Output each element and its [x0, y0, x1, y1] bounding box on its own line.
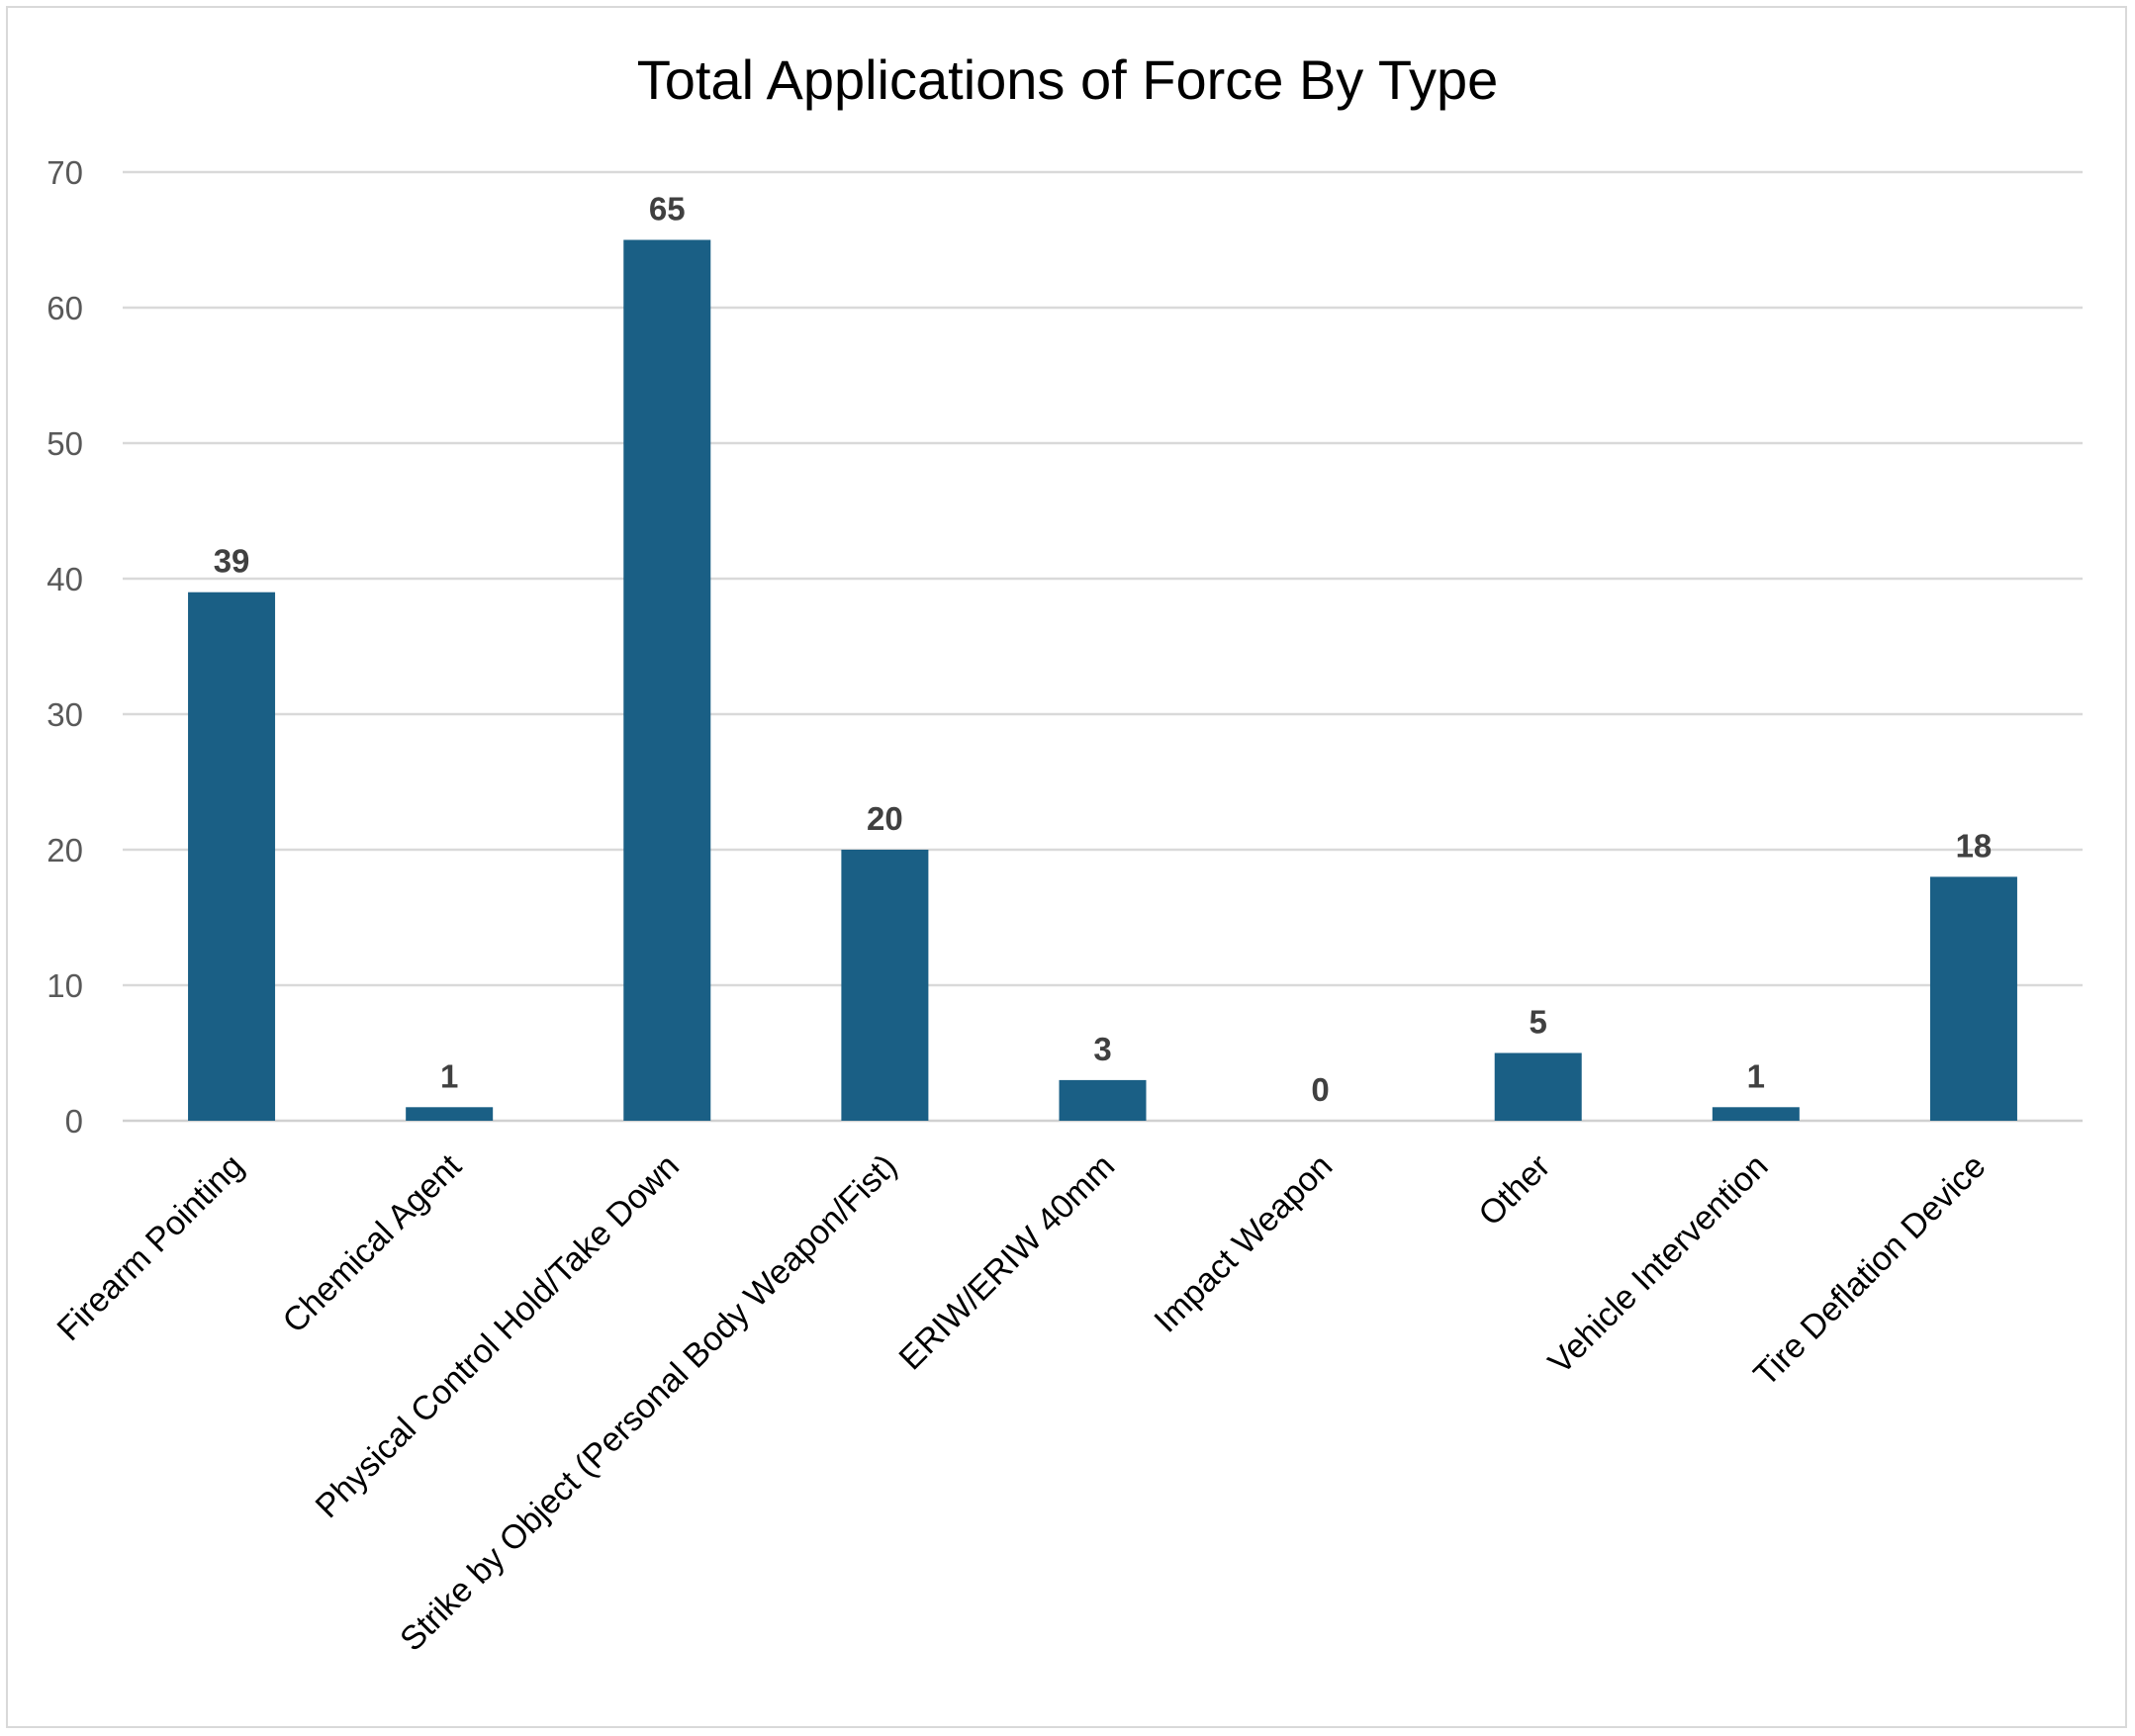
y-tick-label: 60 [46, 290, 83, 326]
x-tick-label: Tire Deflation Device [1746, 1147, 1993, 1394]
x-tick-label: Impact Weapon [1147, 1147, 1340, 1340]
x-tick-label: Other [1471, 1147, 1557, 1233]
x-tick-label: Chemical Agent [276, 1146, 470, 1340]
chart-frame [6, 6, 2127, 1728]
bar [1929, 876, 2017, 1121]
data-label: 3 [1093, 1031, 1111, 1067]
bar [623, 239, 711, 1121]
bar [1059, 1079, 1147, 1121]
chart-title: Total Applications of Force By Type [636, 48, 1499, 111]
y-tick-label: 30 [46, 696, 83, 733]
data-label: 0 [1311, 1071, 1329, 1108]
data-label: 39 [214, 543, 250, 580]
data-label: 20 [867, 800, 903, 837]
bar [188, 592, 276, 1121]
y-tick-label: 0 [65, 1103, 83, 1140]
data-label: 65 [649, 191, 686, 228]
y-tick-label: 10 [46, 967, 83, 1004]
data-label: 1 [440, 1057, 458, 1094]
x-tick-label: Vehicle Intervention [1541, 1147, 1776, 1382]
data-label: 1 [1747, 1057, 1765, 1094]
bar [1494, 1052, 1582, 1121]
data-label: 18 [1956, 827, 1993, 864]
y-tick-label: 40 [46, 561, 83, 597]
x-tick-label: Strike by Object (Personal Body Weapon/F… [393, 1147, 904, 1659]
bar [1712, 1107, 1800, 1121]
bar [406, 1107, 494, 1121]
y-tick-label: 70 [46, 154, 83, 191]
bar [841, 850, 929, 1121]
data-label: 5 [1530, 1004, 1547, 1041]
x-tick-label: Physical Control Hold/Take Down [309, 1147, 687, 1525]
y-tick-label: 20 [46, 832, 83, 868]
x-tick-label: ERIW/ERIW 40mm [892, 1147, 1123, 1378]
y-tick-label: 50 [46, 425, 83, 462]
x-tick-label: Firearm Pointing [49, 1147, 250, 1348]
